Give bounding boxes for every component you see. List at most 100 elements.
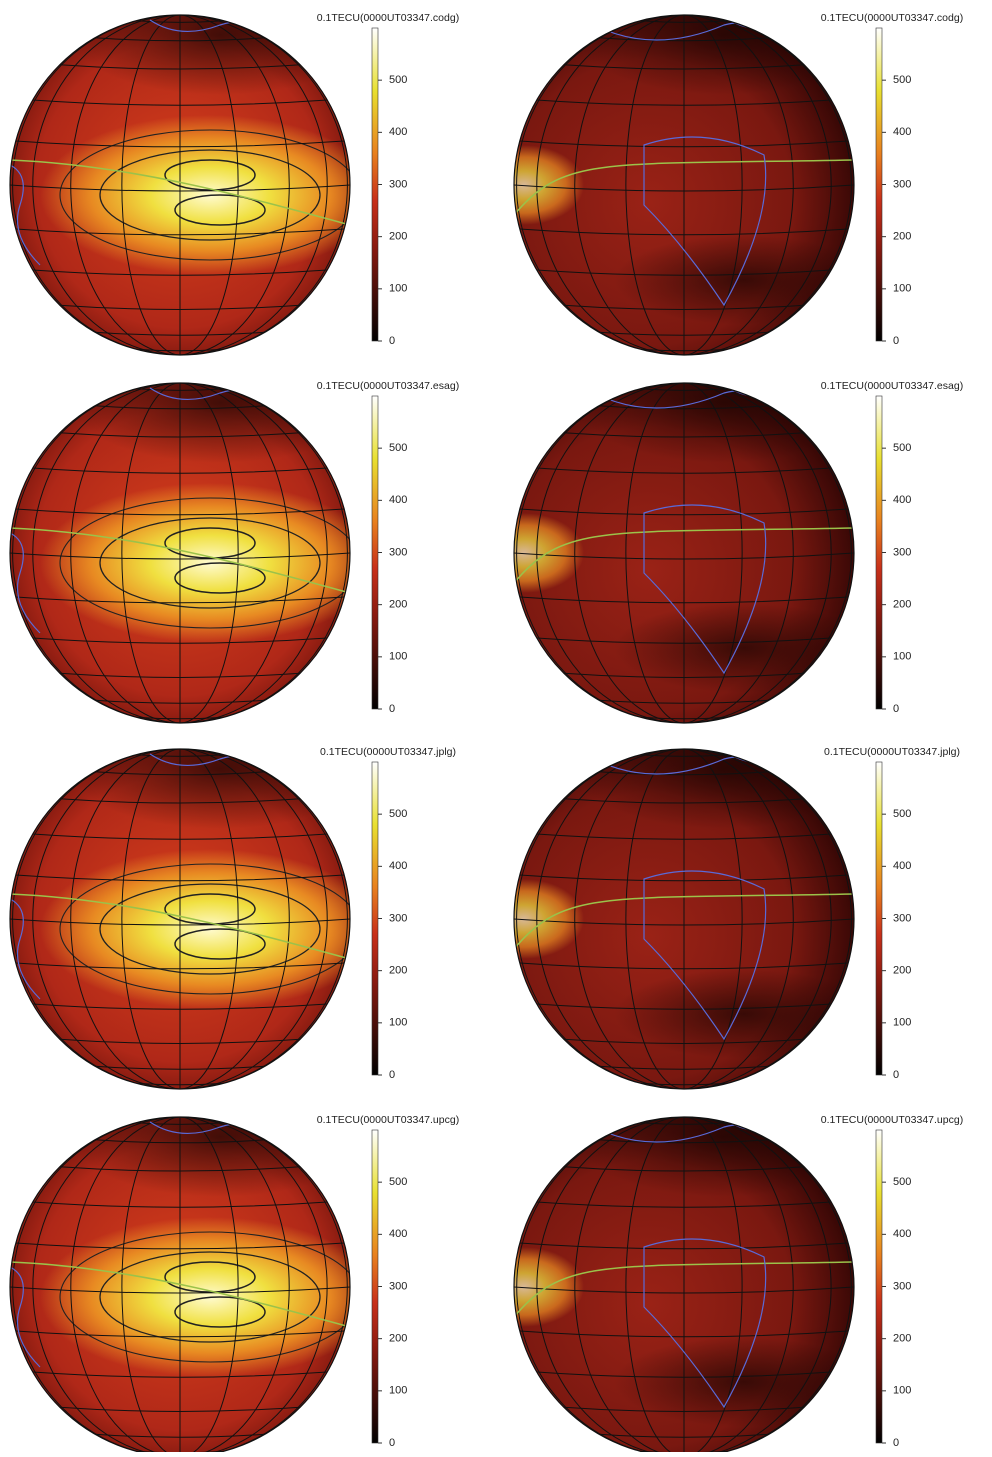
globe: [10, 1117, 350, 1457]
parallel: [519, 1330, 849, 1338]
parallel: [598, 1433, 770, 1438]
polar-shade: [70, 749, 350, 829]
globe-outline: [513, 748, 855, 1090]
parallel: [536, 833, 832, 840]
parallel: [59, 1166, 301, 1172]
colorbar-tick-label: 500: [389, 442, 407, 454]
parallel: [563, 1406, 805, 1412]
globe: [10, 15, 350, 355]
colorbar-tick-label: 200: [893, 1333, 911, 1345]
colorbar-tick-label: 0: [893, 703, 899, 715]
colorbar-tick-label: 0: [893, 1069, 899, 1081]
parallel: [94, 37, 266, 42]
contour: [59, 863, 350, 995]
parallel: [32, 269, 328, 276]
meridian: [683, 383, 794, 723]
meridian: [683, 15, 794, 355]
meridian: [179, 749, 239, 1089]
globe-outline: [9, 14, 351, 356]
colorbar-tick-label: 200: [893, 965, 911, 977]
parallel: [563, 432, 805, 438]
parallel: [536, 1003, 832, 1010]
contour: [164, 893, 256, 925]
colorbar-tick-label: 200: [389, 231, 407, 243]
magnetic-equator: [10, 1261, 350, 1328]
parallel: [32, 1201, 328, 1208]
colorbar-tick-label: 300: [389, 178, 407, 190]
parallel: [536, 1201, 832, 1208]
meridian: [683, 383, 832, 723]
parallel: [94, 699, 266, 704]
parallel: [32, 1003, 328, 1010]
colorbar-tick-label: 200: [893, 599, 911, 611]
parallel: [639, 388, 729, 391]
colorbar-title: 0.1TECU(0000UT03347.upcg): [317, 1114, 459, 1126]
colorbar: [371, 761, 379, 1076]
parallel: [10, 1286, 350, 1294]
colorbar: [371, 1129, 379, 1444]
colorbar: [875, 395, 883, 710]
parallel: [15, 596, 345, 604]
colorbar-tick-label: 300: [389, 546, 407, 558]
meridian: [683, 15, 743, 355]
meridian: [179, 15, 290, 355]
magnetic-equator: [10, 527, 350, 594]
magnetic-equator: [10, 893, 350, 960]
meridian: [683, 1117, 743, 1457]
parallel: [15, 508, 345, 516]
parallel: [135, 348, 225, 352]
parallel: [135, 20, 225, 23]
parallel: [563, 672, 805, 678]
colorbar-title: 0.1TECU(0000UT03347.upcg): [821, 1114, 963, 1126]
parallel: [514, 184, 854, 192]
meridian: [179, 383, 328, 723]
colorbar-tick-label: 300: [389, 1280, 407, 1292]
parallel: [15, 1242, 345, 1250]
parallel: [598, 771, 770, 776]
parallel: [519, 962, 849, 970]
contour: [164, 159, 256, 191]
parallel: [59, 1406, 301, 1412]
parallel: [598, 699, 770, 704]
parallel: [135, 1122, 225, 1125]
parallel: [135, 388, 225, 391]
globe-outline: [9, 1116, 351, 1457]
colorbar-tick-label: 0: [389, 703, 395, 715]
meridian: [32, 383, 181, 723]
parallel: [94, 331, 266, 336]
meridian: [683, 749, 794, 1089]
colorbar-tick-label: 0: [389, 335, 395, 347]
meridian: [179, 1117, 328, 1457]
parallel: [15, 962, 345, 970]
colorbar-tick-label: 100: [893, 1017, 911, 1029]
meridian: [179, 383, 290, 723]
parallel: [598, 331, 770, 336]
meridian: [683, 15, 832, 355]
tec-peak: [514, 513, 584, 593]
parallel: [59, 304, 301, 310]
tec-low: [614, 1337, 854, 1427]
meridian: [625, 1117, 685, 1457]
parallel: [94, 771, 266, 776]
globe: [10, 749, 350, 1089]
meridian: [32, 15, 181, 355]
globe-outline: [513, 382, 855, 724]
meridian: [179, 749, 290, 1089]
parallel: [15, 228, 345, 236]
meridian: [70, 383, 181, 723]
meridian: [179, 383, 239, 723]
parallel: [536, 99, 832, 106]
meridian: [625, 15, 685, 355]
parallel: [563, 304, 805, 310]
parallel: [10, 184, 350, 192]
parallel: [32, 637, 328, 644]
parallel: [519, 596, 849, 604]
meridian: [70, 15, 181, 355]
globe: [514, 15, 854, 355]
globe: [514, 383, 854, 723]
contour: [59, 129, 350, 261]
tec-low: [614, 969, 854, 1059]
parallel: [536, 269, 832, 276]
tec-peak: [514, 1247, 584, 1327]
